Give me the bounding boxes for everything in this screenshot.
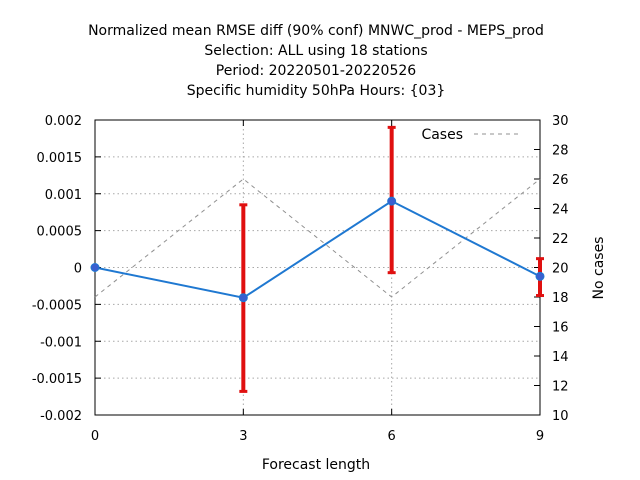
y2-tick-label: 30 [552,114,569,129]
y2-tick-label: 28 [552,144,569,159]
x-tick-label: 6 [388,429,396,444]
cases-series-line [94,178,541,298]
rmse-diff-point [238,293,248,303]
y-tick-label: -0.0015 [32,372,82,387]
rmse-diff-point [90,263,100,272]
series-layer [90,125,545,393]
legend: Cases [421,127,522,143]
y2-tick-label: 24 [552,203,569,218]
title-line: Normalized mean RMSE diff (90% conf) MNW… [88,23,544,39]
title-line: Specific humidity 50hPa Hours: {03} [187,83,446,99]
y-tick-label: 0.0005 [37,225,83,240]
y-tick-label: -0.0005 [32,298,82,313]
rmse-diff-point [535,271,545,281]
x-axis-label: Forecast length [262,457,370,473]
legend-label-cases: Cases [421,127,463,143]
y2-tick-label: 22 [552,232,569,247]
rmse-diff-series-line [94,199,541,299]
grid [95,120,540,415]
chart-title: Normalized mean RMSE diff (90% conf) MNW… [88,23,544,99]
title-line: Period: 20220501-20220526 [216,63,416,79]
y2-tick-label: 12 [552,380,569,395]
y2-tick-label: 14 [552,350,569,365]
y2-tick-label: 16 [552,321,569,336]
y-tick-label: 0 [74,262,82,277]
x-tick-label: 0 [91,429,99,444]
y-tick-label: -0.002 [40,409,82,424]
y2-tick-label: 20 [552,262,569,277]
x-tick-label: 9 [536,429,544,444]
axis-ticks: -0.002 -0.0015 -0.001 -0.0005 0 0.0005 0.001 0.… [32,114,569,444]
y2-tick-label: 26 [552,173,569,188]
y2-tick-label: 10 [552,409,569,424]
y-tick-label: 0.002 [45,114,82,129]
y-tick-label: 0.001 [45,188,82,203]
y2-axis-label: No cases [591,237,607,300]
y2-tick-label: 18 [552,291,569,306]
y-tick-label: -0.001 [40,335,82,350]
title-line: Selection: ALL using 18 stations [204,43,427,59]
y-tick-label: 0.0015 [37,151,83,166]
x-tick-label: 3 [239,429,247,444]
rmse-diff-point [387,196,397,206]
